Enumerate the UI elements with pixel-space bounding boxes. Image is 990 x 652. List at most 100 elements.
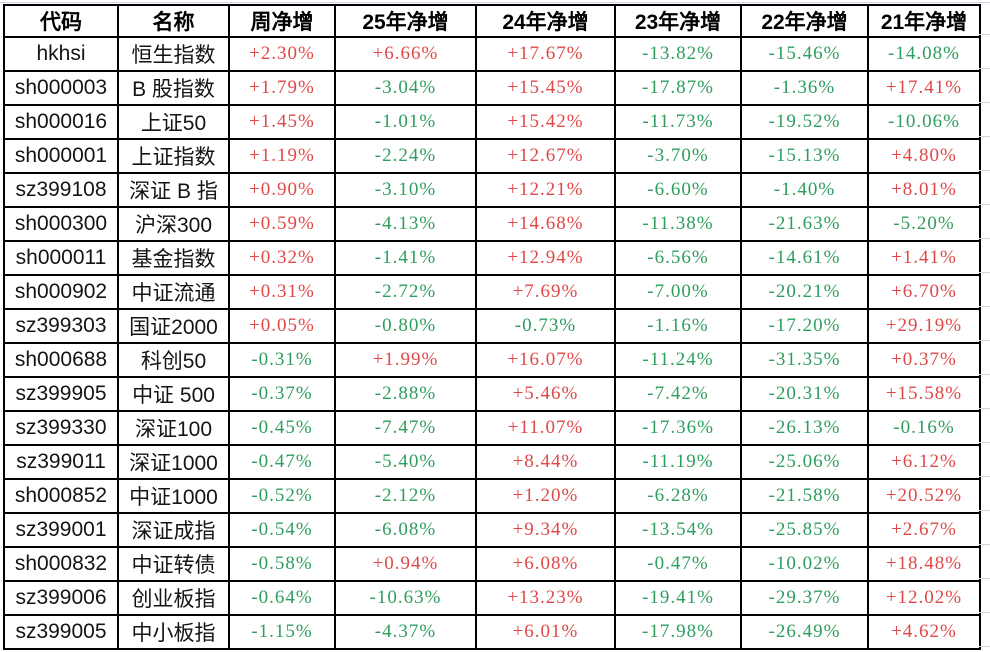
pct-value: -3.10%: [334, 172, 477, 208]
pct-value: +6.12%: [867, 444, 981, 480]
pct-value: -11.38%: [614, 206, 742, 242]
index-name: 恒生指数: [117, 36, 230, 72]
index-performance-table: 代码 名称 周净增 25年净增 24年净增 23年净增 22年净增 21年净增 …: [3, 4, 981, 650]
header-code: 代码: [3, 4, 119, 38]
index-name: 国证2000: [117, 308, 230, 344]
pct-value: +1.79%: [228, 70, 336, 106]
pct-value: +6.01%: [475, 614, 616, 650]
pct-value: -20.21%: [740, 274, 869, 310]
pct-value: +6.66%: [334, 36, 477, 72]
pct-value: -19.41%: [614, 580, 742, 616]
pct-value: +13.23%: [475, 580, 616, 616]
pct-value: -5.20%: [867, 206, 981, 242]
index-name: 深证100: [117, 410, 230, 446]
pct-value: -13.82%: [614, 36, 742, 72]
pct-value: -6.56%: [614, 240, 742, 276]
index-name: 创业板指: [117, 580, 230, 616]
pct-value: -20.31%: [740, 376, 869, 412]
index-code: sh000001: [3, 138, 119, 174]
pct-value: +4.80%: [867, 138, 981, 174]
pct-value: -14.61%: [740, 240, 869, 276]
table-row: sz399330 深证100 -0.45% -7.47% +11.07% -17.36% -…: [3, 410, 981, 446]
pct-value: -2.24%: [334, 138, 477, 174]
pct-value: +5.46%: [475, 376, 616, 412]
pct-value: -0.47%: [614, 546, 742, 582]
header-2025-gain: 25年净增: [334, 4, 477, 38]
pct-value: +4.62%: [867, 614, 981, 650]
pct-value: -21.63%: [740, 206, 869, 242]
table-row: hkhsi 恒生指数 +2.30% +6.66% +17.67% -13.82% -15.4…: [3, 36, 981, 72]
index-code: hkhsi: [3, 36, 119, 72]
table-row: sh000300 沪深300 +0.59% -4.13% +14.68% -11.38% -…: [3, 206, 981, 242]
pct-value: -25.85%: [740, 512, 869, 548]
pct-value: +16.07%: [475, 342, 616, 378]
pct-value: -2.88%: [334, 376, 477, 412]
table-row: sh000852 中证1000 -0.52% -2.12% +1.20% -6.28% -2…: [3, 478, 981, 514]
table-row: sz399011 深证1000 -0.47% -5.40% +8.44% -11.19% -…: [3, 444, 981, 480]
index-code: sz399005: [3, 614, 119, 650]
pct-value: -0.16%: [867, 410, 981, 446]
index-name: 中证1000: [117, 478, 230, 514]
index-code: sh000852: [3, 478, 119, 514]
pct-value: -0.37%: [228, 376, 336, 412]
pct-value: +18.48%: [867, 546, 981, 582]
index-code: sz399001: [3, 512, 119, 548]
table-row: sz399006 创业板指 -0.64% -10.63% +13.23% -19.41% -…: [3, 580, 981, 616]
index-name: 上证指数: [117, 138, 230, 174]
pct-value: -4.13%: [334, 206, 477, 242]
index-code: sh000011: [3, 240, 119, 276]
pct-value: +0.37%: [867, 342, 981, 378]
pct-value: +20.52%: [867, 478, 981, 514]
pct-value: +29.19%: [867, 308, 981, 344]
pct-value: -17.36%: [614, 410, 742, 446]
pct-value: -0.58%: [228, 546, 336, 582]
pct-value: -3.70%: [614, 138, 742, 174]
pct-value: -10.06%: [867, 104, 981, 140]
pct-value: +0.32%: [228, 240, 336, 276]
pct-value: -6.60%: [614, 172, 742, 208]
pct-value: -15.13%: [740, 138, 869, 174]
pct-value: +0.59%: [228, 206, 336, 242]
pct-value: -1.36%: [740, 70, 869, 106]
index-code: sh000688: [3, 342, 119, 378]
pct-value: +17.67%: [475, 36, 616, 72]
pct-value: -10.63%: [334, 580, 477, 616]
index-code: sz399905: [3, 376, 119, 412]
pct-value: +8.44%: [475, 444, 616, 480]
table-row: sh000001 上证指数 +1.19% -2.24% +12.67% -3.70% -15…: [3, 138, 981, 174]
index-name: 深证1000: [117, 444, 230, 480]
pct-value: +15.42%: [475, 104, 616, 140]
pct-value: +7.69%: [475, 274, 616, 310]
table-row: sh000832 中证转债 -0.58% +0.94% +6.08% -0.47% -10.…: [3, 546, 981, 582]
table-row: sh000003 B 股指数 +1.79% -3.04% +15.45% -17.87% -…: [3, 70, 981, 106]
pct-value: -0.47%: [228, 444, 336, 480]
table-row: sz399108 深证 B 指 +0.90% -3.10% +12.21% -6.60% -…: [3, 172, 981, 208]
table-row: sz399905 中证 500 -0.37% -2.88% +5.46% -7.42% -2…: [3, 376, 981, 412]
pct-value: +0.31%: [228, 274, 336, 310]
pct-value: -0.64%: [228, 580, 336, 616]
pct-value: -0.52%: [228, 478, 336, 514]
pct-value: +2.30%: [228, 36, 336, 72]
index-code: sh000902: [3, 274, 119, 310]
top-gridline: [0, 2, 990, 3]
pct-value: +6.08%: [475, 546, 616, 582]
pct-value: +6.70%: [867, 274, 981, 310]
pct-value: -1.15%: [228, 614, 336, 650]
index-code: sz399006: [3, 580, 119, 616]
pct-value: +1.45%: [228, 104, 336, 140]
pct-value: -21.58%: [740, 478, 869, 514]
pct-value: -0.54%: [228, 512, 336, 548]
pct-value: -0.45%: [228, 410, 336, 446]
pct-value: -2.12%: [334, 478, 477, 514]
pct-value: +0.94%: [334, 546, 477, 582]
pct-value: +1.99%: [334, 342, 477, 378]
pct-value: -6.08%: [334, 512, 477, 548]
pct-value: -0.80%: [334, 308, 477, 344]
header-row: 代码 名称 周净增 25年净增 24年净增 23年净增 22年净增 21年净增: [3, 4, 981, 38]
pct-value: +8.01%: [867, 172, 981, 208]
pct-value: +1.20%: [475, 478, 616, 514]
table-row: sz399001 深证成指 -0.54% -6.08% +9.34% -13.54% -25…: [3, 512, 981, 548]
index-name: 沪深300: [117, 206, 230, 242]
index-code: sz399108: [3, 172, 119, 208]
